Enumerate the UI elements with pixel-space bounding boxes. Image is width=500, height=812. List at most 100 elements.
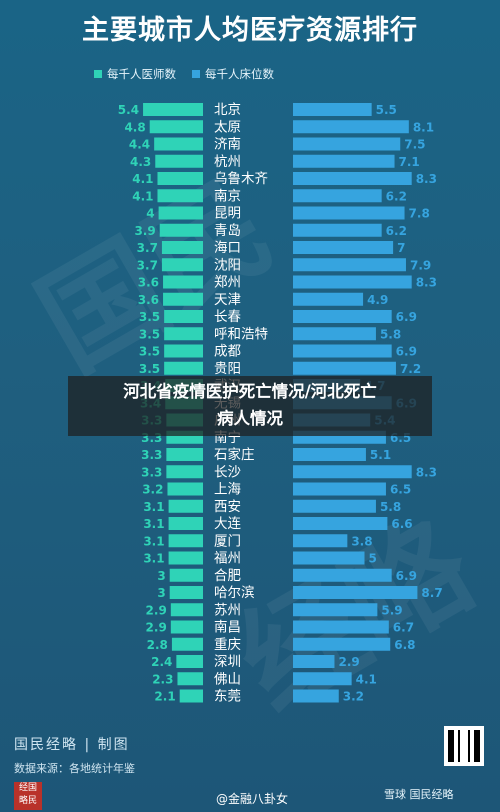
city-label-25: 厦门 xyxy=(214,533,241,549)
city-label-10: 郑州 xyxy=(214,275,241,291)
bar-doctors-25 xyxy=(168,534,203,548)
bar-beds-28 xyxy=(293,586,418,599)
legend: 每千人医师数 每千人床位数 xyxy=(94,66,274,82)
value-label-doctors-26: 3.1 xyxy=(143,552,164,566)
city-label-31: 重庆 xyxy=(214,637,241,653)
bar-doctors-26 xyxy=(168,551,203,565)
value-label-beds-34: 3.2 xyxy=(343,690,364,704)
bar-doctors-29 xyxy=(170,603,203,617)
value-label-beds-24: 6.6 xyxy=(391,517,412,531)
value-label-beds-30: 6.7 xyxy=(393,621,414,635)
city-label-22: 上海 xyxy=(214,482,241,498)
value-label-beds-9: 7.9 xyxy=(410,258,431,272)
value-label-doctors-33: 2.3 xyxy=(152,672,173,686)
value-label-doctors-10: 3.6 xyxy=(138,276,159,290)
bar-doctors-12 xyxy=(164,310,203,323)
bar-beds-3 xyxy=(293,154,395,168)
city-label-15: 贵阳 xyxy=(214,361,241,377)
city-label-3: 杭州 xyxy=(214,154,241,170)
bar-doctors-23 xyxy=(168,499,203,513)
seal-stamp: 经国 略民 xyxy=(14,782,42,810)
value-label-beds-23: 5.8 xyxy=(380,500,401,514)
value-label-doctors-12: 3.5 xyxy=(139,310,160,324)
city-label-33: 佛山 xyxy=(214,671,241,687)
bar-doctors-28 xyxy=(169,586,203,599)
bar-doctors-27 xyxy=(169,568,203,582)
bar-doctors-21 xyxy=(166,465,203,479)
bar-beds-30 xyxy=(293,620,389,634)
value-label-doctors-30: 2.9 xyxy=(146,621,167,635)
bar-doctors-9 xyxy=(161,258,203,272)
value-label-doctors-24: 3.1 xyxy=(143,517,164,531)
bar-beds-0 xyxy=(293,103,372,116)
value-label-doctors-15: 3.5 xyxy=(139,362,160,376)
corner-watermark: 雪球 国民经略 xyxy=(384,788,454,801)
headline-line-1: 河北省疫情医护死亡情况/河北死亡 xyxy=(123,382,377,401)
bar-beds-27 xyxy=(293,568,392,582)
city-label-20: 石家庄 xyxy=(214,446,255,463)
city-label-8: 海口 xyxy=(214,240,241,256)
bar-doctors-6 xyxy=(158,206,203,220)
bar-beds-25 xyxy=(293,534,348,548)
qr-code xyxy=(444,726,484,766)
bar-beds-29 xyxy=(293,603,378,617)
bar-doctors-15 xyxy=(164,361,203,375)
bar-doctors-32 xyxy=(176,655,203,668)
bar-beds-31 xyxy=(293,637,391,651)
value-label-beds-13: 5.8 xyxy=(380,327,401,341)
city-label-1: 太原 xyxy=(214,119,241,135)
value-label-beds-21: 8.3 xyxy=(416,465,437,479)
value-label-beds-12: 6.9 xyxy=(396,310,417,324)
value-label-beds-11: 4.9 xyxy=(367,293,388,307)
city-label-4: 乌鲁木齐 xyxy=(214,171,268,187)
bar-doctors-24 xyxy=(168,517,203,530)
legend-swatch-beds xyxy=(192,70,200,78)
legend-label-doctors: 每千人医师数 xyxy=(107,67,176,81)
headline-line-2: 病人情况 xyxy=(217,409,283,428)
value-label-doctors-21: 3.3 xyxy=(141,465,162,479)
bar-beds-7 xyxy=(293,223,382,237)
city-label-26: 福州 xyxy=(214,551,241,567)
bar-doctors-34 xyxy=(179,689,203,703)
value-label-beds-1: 8.1 xyxy=(413,120,434,134)
bar-doctors-4 xyxy=(157,172,203,185)
bar-beds-9 xyxy=(293,258,406,272)
value-label-doctors-6: 4 xyxy=(146,207,154,221)
bar-beds-24 xyxy=(293,517,388,530)
legend-item-beds: 每千人床位数 xyxy=(192,66,274,82)
value-label-doctors-0: 5.4 xyxy=(118,103,139,117)
value-label-beds-31: 6.8 xyxy=(394,638,415,652)
city-label-6: 昆明 xyxy=(214,206,241,222)
bar-beds-15 xyxy=(293,361,396,375)
bar-doctors-0 xyxy=(143,103,203,116)
value-label-beds-27: 6.9 xyxy=(396,569,417,583)
value-label-beds-10: 8.3 xyxy=(416,276,437,290)
bar-beds-8 xyxy=(293,241,394,254)
city-label-2: 济南 xyxy=(214,137,241,153)
bar-beds-14 xyxy=(293,344,392,358)
weibo-handle: @金融八卦女 xyxy=(216,792,289,806)
value-label-beds-4: 8.3 xyxy=(416,172,437,186)
value-label-beds-5: 6.2 xyxy=(386,189,407,203)
city-label-11: 天津 xyxy=(214,292,241,308)
bar-doctors-2 xyxy=(154,137,203,151)
value-label-doctors-11: 3.6 xyxy=(138,293,159,307)
bar-beds-5 xyxy=(293,189,382,203)
bar-beds-2 xyxy=(293,137,401,151)
value-label-beds-0: 5.5 xyxy=(376,103,397,117)
value-label-beds-20: 5.1 xyxy=(370,448,391,462)
city-label-32: 深圳 xyxy=(214,654,241,670)
value-label-beds-7: 6.2 xyxy=(386,224,407,238)
data-source: 数据来源：各地统计年鉴 xyxy=(14,762,135,775)
bar-doctors-13 xyxy=(164,327,203,341)
city-label-9: 沈阳 xyxy=(214,257,241,273)
bar-beds-23 xyxy=(293,499,376,513)
value-label-beds-29: 5.9 xyxy=(381,603,402,617)
legend-swatch-doctors xyxy=(94,70,102,78)
bar-beds-20 xyxy=(293,448,366,461)
value-label-beds-26: 5 xyxy=(369,552,377,566)
value-label-beds-33: 4.1 xyxy=(356,672,377,686)
value-label-doctors-4: 4.1 xyxy=(132,172,153,186)
value-label-beds-15: 7.2 xyxy=(400,362,421,376)
